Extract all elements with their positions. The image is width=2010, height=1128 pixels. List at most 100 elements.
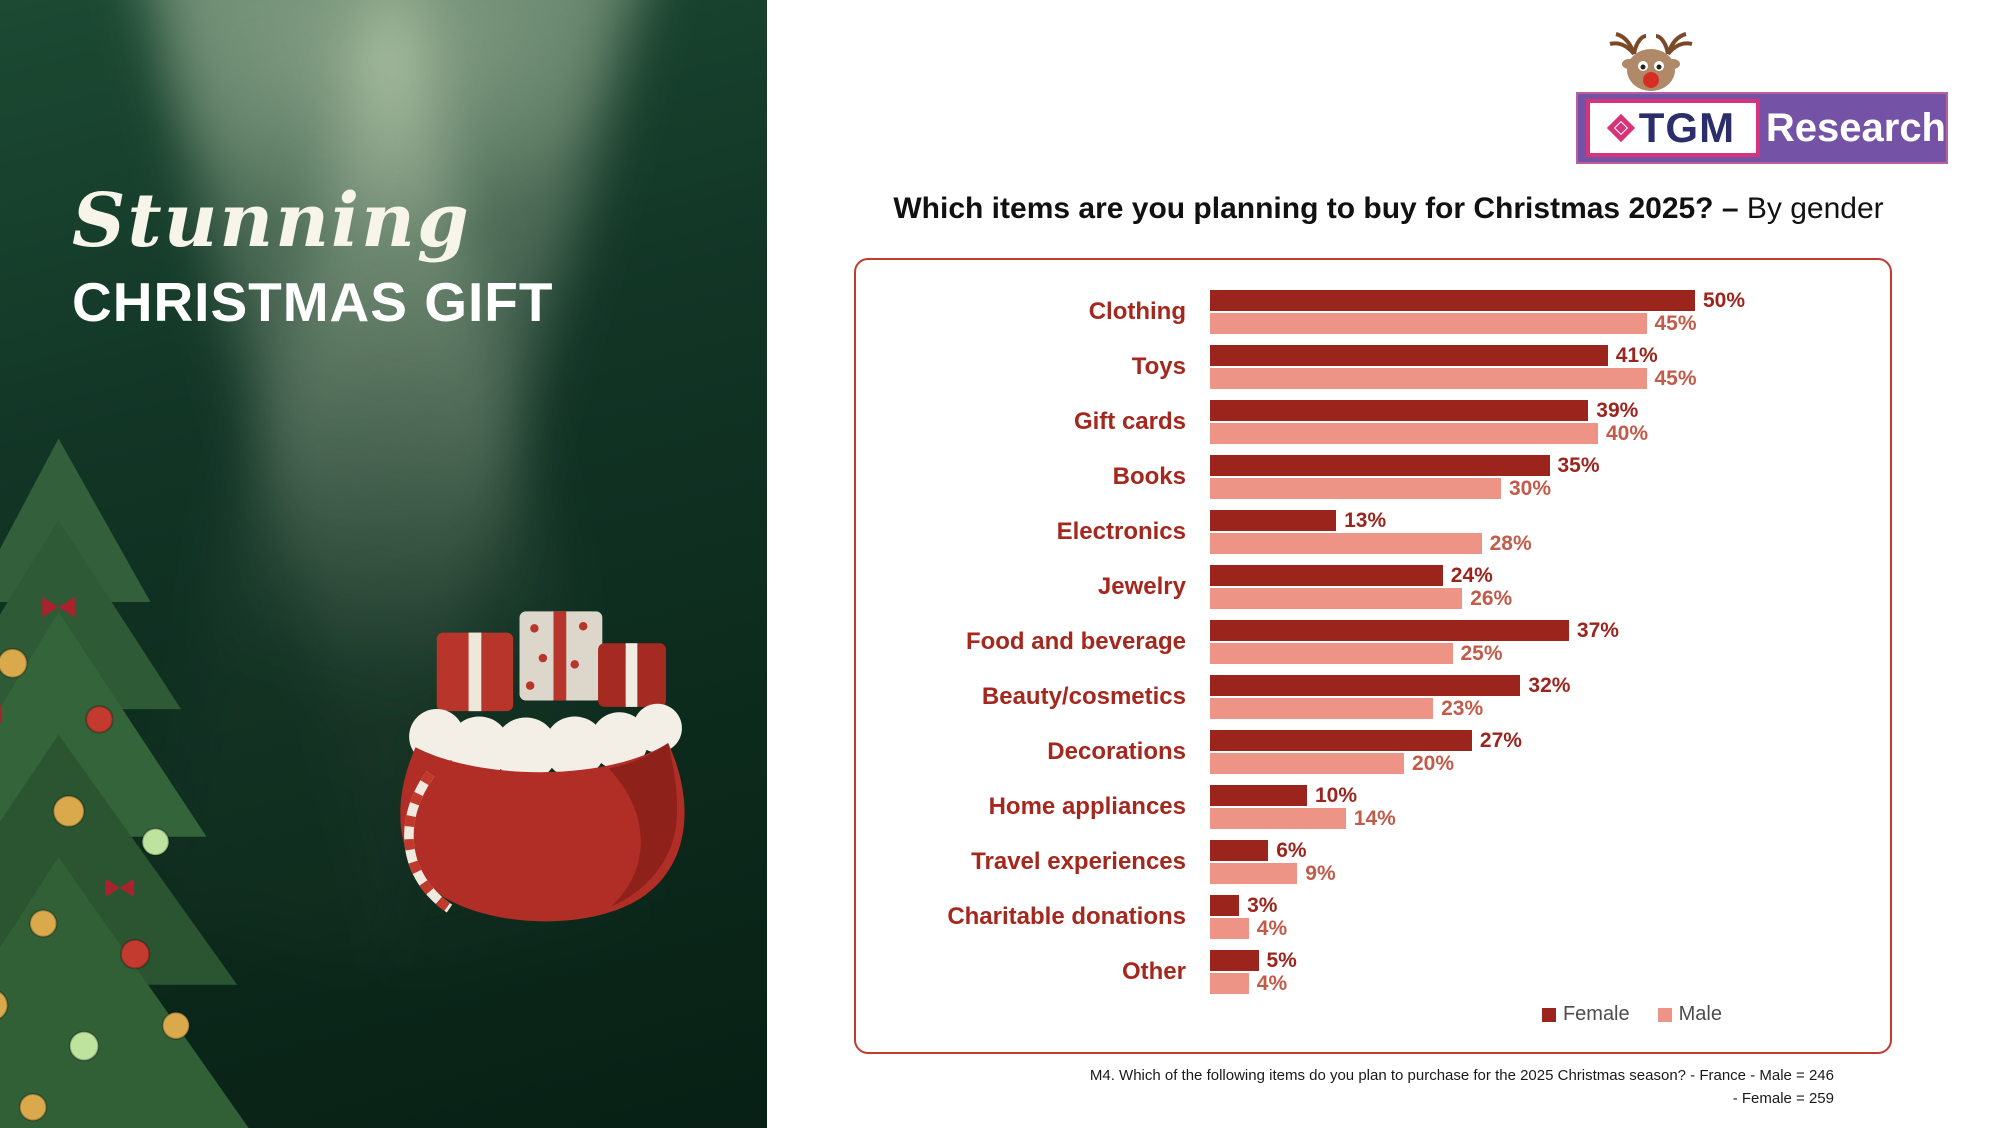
male-bar — [1210, 918, 1249, 939]
chart-panel: TGM Research Which items are you plannin… — [767, 0, 2010, 1128]
category-label: Toys — [1131, 353, 1186, 380]
page-title-bold: Which items are you planning to buy for … — [893, 192, 1739, 225]
tgm-diamond-icon — [1606, 113, 1635, 143]
female-bar — [1210, 290, 1695, 311]
chart-row: Jewelry 24% 26% — [880, 563, 1866, 610]
bar-group: 5% 4% — [1210, 948, 1866, 995]
female-value-label: 10% — [1315, 783, 1358, 807]
male-bar-row: 4% — [1210, 916, 1866, 940]
bar-group: 3% 4% — [1210, 893, 1866, 940]
chart-row: Beauty/cosmetics 32% 23% — [880, 674, 1866, 720]
category-label: Decorations — [1047, 738, 1186, 765]
bar-group: 50% 45% — [1210, 288, 1866, 335]
male-bar-row: 26% — [1210, 586, 1866, 610]
hero-title: CHRISTMAS GIFT — [72, 271, 554, 333]
male-bar — [1210, 863, 1298, 884]
bar-group: 24% 26% — [1210, 563, 1866, 610]
category-label: Beauty/cosmetics — [981, 683, 1186, 710]
female-bar — [1210, 675, 1521, 696]
male-bar — [1210, 973, 1249, 994]
male-value-label: 25% — [1460, 641, 1503, 665]
male-bar-row: 23% — [1210, 697, 1866, 720]
male-bar-row: 14% — [1210, 807, 1866, 830]
left-hero-panel: Stunning CHRISTMAS GIFT — [0, 0, 767, 1128]
female-bar-row: 10% — [1210, 783, 1866, 807]
bar-group: 41% 45% — [1210, 344, 1866, 390]
female-bar-row: 50% — [1210, 288, 1866, 312]
male-bar-row: 9% — [1210, 862, 1866, 885]
female-value-label: 50% — [1703, 288, 1746, 312]
female-value-label: 24% — [1450, 563, 1493, 587]
footnote-line1: M4. Which of the following items do you … — [1089, 1067, 1834, 1084]
bar-group: 39% 40% — [1210, 398, 1866, 445]
category-label: Other — [1121, 958, 1186, 985]
female-value-label: 6% — [1276, 838, 1307, 862]
male-value-label: 28% — [1489, 531, 1532, 555]
male-bar — [1210, 753, 1404, 774]
bar-group: 27% 20% — [1210, 728, 1866, 775]
male-bar-row: 45% — [1210, 311, 1866, 335]
bar-group: 32% 23% — [1210, 674, 1866, 720]
legend-label-female: Female — [1562, 1003, 1630, 1025]
male-value-label: 20% — [1412, 751, 1455, 775]
male-bar-row: 45% — [1210, 367, 1866, 390]
category-label: Gift cards — [1073, 408, 1186, 435]
male-value-label: 4% — [1256, 916, 1288, 940]
chart-row: Gift cards 39% 40% — [880, 398, 1866, 445]
female-bar-row: 37% — [1210, 618, 1866, 642]
female-value-label: 3% — [1247, 893, 1278, 917]
male-bar-row: 30% — [1210, 477, 1866, 500]
chart-row: Home appliances 10% 14% — [880, 783, 1866, 830]
female-value-label: 5% — [1266, 948, 1297, 972]
female-bar-row: 32% — [1210, 674, 1866, 697]
chart-row: Books 35% 30% — [880, 453, 1866, 500]
chart-row: Electronics 13% 28% — [880, 508, 1866, 555]
female-bar-row: 5% — [1210, 948, 1866, 972]
female-value-label: 37% — [1576, 618, 1619, 642]
bar-group: 10% 14% — [1210, 783, 1866, 830]
male-bar-row: 25% — [1210, 641, 1866, 665]
female-bar — [1210, 840, 1269, 861]
male-value-label: 40% — [1606, 421, 1649, 445]
chart-row: Food and beverage 37% 25% — [880, 618, 1866, 665]
chart-legend: Female Male — [1541, 1003, 1722, 1026]
reindeer-icon — [1609, 32, 1693, 91]
chart-row: Decorations 27% 20% — [880, 728, 1866, 775]
male-value-label: 26% — [1470, 586, 1513, 610]
chart-row: Clothing 50% 45% — [880, 288, 1866, 335]
male-bar — [1210, 808, 1346, 829]
female-value-label: 39% — [1596, 398, 1639, 422]
santa-sack-illustration — [400, 611, 685, 922]
female-bar — [1210, 510, 1337, 531]
female-bar-row: 3% — [1210, 893, 1866, 917]
chart-row: Other 5% 4% — [880, 948, 1866, 995]
source-footnote: M4. Which of the following items do you … — [854, 1064, 1892, 1111]
category-label: Books — [1112, 463, 1186, 490]
male-bar-row: 4% — [1210, 972, 1866, 995]
tgm-logo-box: TGM — [1586, 99, 1760, 157]
female-value-label: 27% — [1479, 728, 1522, 752]
legend-label-male: Male — [1678, 1003, 1722, 1025]
category-label: Travel experiences — [971, 848, 1186, 875]
female-bar — [1210, 730, 1472, 751]
female-value-label: 13% — [1344, 508, 1387, 532]
chart-rows: Clothing 50% 45% Toys 41% 45% Gift cards 39% 40%… — [880, 288, 1866, 995]
female-value-label: 35% — [1557, 453, 1600, 477]
female-bar — [1210, 785, 1307, 806]
tgm-logo-text: TGM — [1638, 104, 1736, 151]
male-value-label: 45% — [1654, 311, 1697, 335]
chart-container: Clothing 50% 45% Toys 41% 45% Gift cards 39% 40%… — [854, 258, 1892, 1054]
category-label: Charitable donations — [947, 903, 1186, 930]
page-title: Which items are you planning to buy for … — [767, 192, 2010, 226]
male-bar-row: 20% — [1210, 751, 1866, 775]
male-bar — [1210, 478, 1501, 499]
page-title-regular: By gender — [1738, 192, 1884, 225]
male-bar — [1210, 588, 1463, 609]
female-bar — [1210, 565, 1443, 586]
chart-row: Toys 41% 45% — [880, 344, 1866, 390]
male-bar — [1210, 533, 1482, 554]
female-bar — [1210, 895, 1240, 916]
female-bar-row: 41% — [1210, 344, 1866, 367]
bar-group: 13% 28% — [1210, 508, 1866, 555]
